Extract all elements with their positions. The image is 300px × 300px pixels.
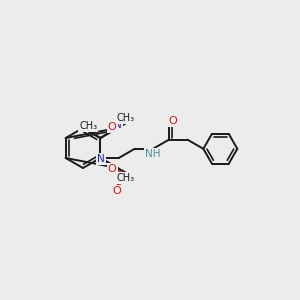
Text: O: O <box>169 116 177 126</box>
Text: N: N <box>114 120 122 130</box>
Text: O: O <box>112 186 121 197</box>
Text: N: N <box>98 154 105 164</box>
Text: O: O <box>108 122 116 131</box>
Text: NH: NH <box>145 149 161 159</box>
Text: CH₃: CH₃ <box>116 113 135 123</box>
Text: O: O <box>108 164 116 175</box>
Text: CH₃: CH₃ <box>116 173 135 183</box>
Text: CH₃: CH₃ <box>79 121 97 131</box>
